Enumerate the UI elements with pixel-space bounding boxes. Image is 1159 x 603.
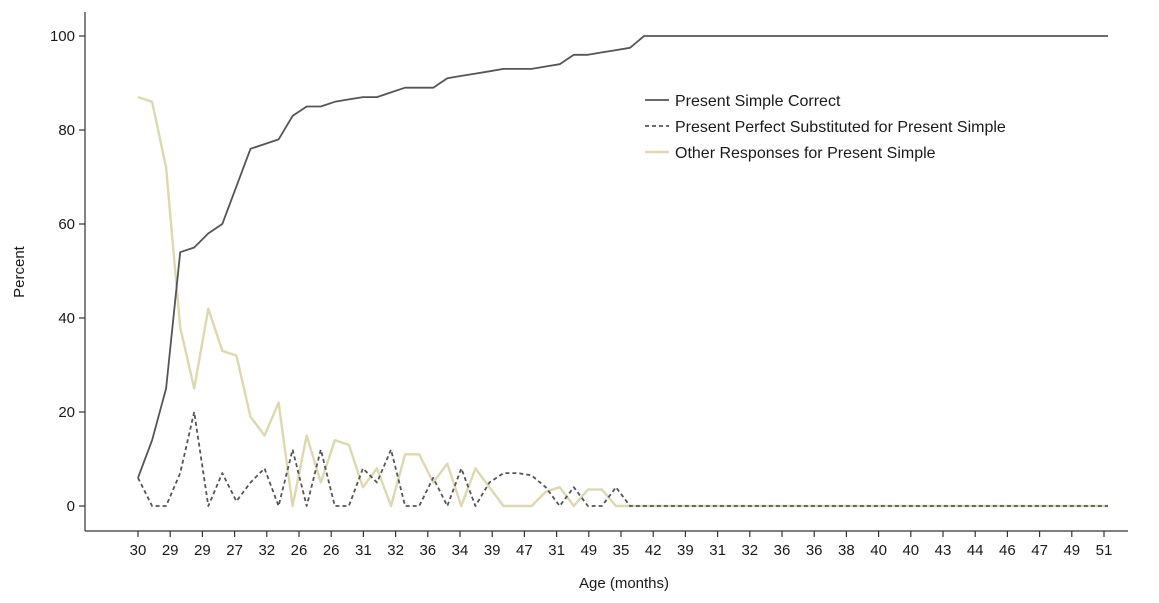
legend: Present Simple Correct Present Perfect Su…	[645, 93, 1006, 162]
x-tick-label: 26	[323, 542, 340, 559]
x-tick-label: 36	[419, 542, 436, 559]
x-tick-label: 32	[741, 542, 758, 559]
x-axis-title: Age (months)	[579, 575, 669, 592]
x-axis-ticks: 30 29 29 27 32 26 26 31 32 36 34 39 47 31 49 35 42 39 31 32…	[130, 531, 1113, 559]
series-line-1	[137, 35, 1108, 479]
series-line-3	[137, 95, 1108, 508]
x-tick-label: 47	[516, 542, 533, 559]
x-tick-label: 26	[291, 542, 308, 559]
x-tick-label: 38	[838, 542, 855, 559]
legend-label-3: Other Responses for Present Simple	[675, 145, 936, 162]
x-tick-label: 27	[226, 542, 243, 559]
x-tick-label: 49	[580, 542, 597, 559]
x-tick-label: 43	[935, 542, 952, 559]
y-axis-title: Percent	[11, 245, 28, 298]
x-tick-label: 34	[452, 542, 469, 559]
x-tick-label: 39	[677, 542, 694, 559]
y-tick-label: 80	[58, 122, 75, 139]
y-tick-label: 40	[58, 310, 75, 327]
series-layer	[137, 35, 1108, 508]
legend-label-2: Present Perfect Substituted for Present …	[675, 119, 1006, 136]
x-tick-label: 51	[1096, 542, 1113, 559]
x-tick-label: 40	[902, 542, 919, 559]
x-tick-label: 29	[162, 542, 179, 559]
legend-label-1: Present Simple Correct	[675, 93, 841, 110]
y-tick-label: 100	[50, 28, 75, 45]
x-tick-label: 36	[806, 542, 823, 559]
x-tick-label: 40	[870, 542, 887, 559]
x-tick-label: 29	[194, 542, 211, 559]
x-tick-label: 35	[613, 542, 630, 559]
y-tick-label: 0	[67, 498, 75, 515]
x-tick-label: 46	[999, 542, 1016, 559]
x-tick-label: 44	[967, 542, 984, 559]
x-tick-label: 31	[355, 542, 372, 559]
x-tick-label: 31	[709, 542, 726, 559]
x-tick-label: 36	[774, 542, 791, 559]
series-line-2	[137, 411, 1108, 507]
y-tick-label: 60	[58, 216, 75, 233]
x-tick-label: 47	[1031, 542, 1048, 559]
x-tick-label: 32	[258, 542, 275, 559]
y-tick-label: 20	[58, 404, 75, 421]
y-axis-ticks: 0 20 40 60 80 100	[50, 28, 85, 515]
x-tick-label: 32	[387, 542, 404, 559]
x-tick-label: 31	[548, 542, 565, 559]
x-tick-label: 39	[484, 542, 501, 559]
x-tick-label: 42	[645, 542, 662, 559]
x-tick-label: 30	[130, 542, 147, 559]
x-tick-label: 49	[1063, 542, 1080, 559]
